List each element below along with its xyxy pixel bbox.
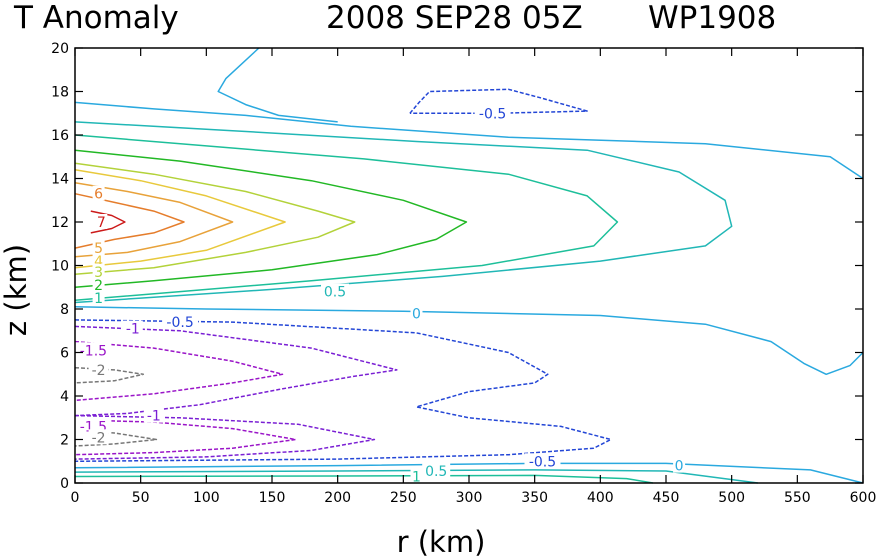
contour-lines — [74, 47, 864, 484]
contour-line-neg1p5-18 — [74, 340, 284, 402]
contour-line-0-10 — [74, 306, 864, 376]
contour-label-background-2 — [92, 240, 105, 256]
y-tick-label-18: 18 — [51, 85, 69, 101]
contour-line-4-3 — [74, 169, 286, 269]
contour-label-background-6 — [92, 290, 105, 306]
contour-label-20: 1 — [412, 470, 421, 486]
contour-line-neg1-16 — [74, 325, 398, 417]
y-tick-label-2: 2 — [60, 433, 69, 449]
contour-line-1-6 — [74, 134, 619, 302]
contour-label-background-1 — [92, 185, 105, 201]
x-tick-label-300: 300 — [456, 490, 483, 506]
contour-line-5-2 — [74, 182, 234, 258]
contour-label-background-11 — [75, 342, 112, 358]
x-tick-label-500: 500 — [718, 490, 745, 506]
x-tick-label-150: 150 — [259, 490, 286, 506]
contour-label-18: 0 — [675, 459, 684, 475]
contour-label-background-9 — [162, 314, 199, 330]
contour-label-16: -2 — [92, 430, 106, 446]
x-axis-ticks: 0 50 100 150 200 250 300 350 400 450 500 550 600 — [71, 48, 877, 506]
contour-line-neg2-20 — [74, 366, 145, 384]
x-tick-label-350: 350 — [521, 490, 548, 506]
x-axis-label: r (km) — [397, 525, 486, 558]
contour-label-11: -1.5 — [80, 343, 107, 359]
contour-label-10: -1 — [126, 322, 140, 338]
y-tick-label-14: 14 — [51, 172, 69, 188]
contour-label-background-19 — [422, 463, 451, 478]
contour-label-4: 3 — [94, 265, 103, 281]
y-axis-label: z (km) — [0, 244, 33, 336]
contour-label-2: 5 — [94, 241, 103, 257]
contour-line-0p5-12 — [74, 469, 758, 484]
x-tick-label-100: 100 — [193, 490, 220, 506]
contour-label-7: 0.5 — [324, 285, 346, 301]
contour-label-background-5 — [92, 277, 105, 293]
contour-line-neg1-17 — [74, 414, 376, 460]
contour-label-background-14 — [143, 407, 164, 423]
y-tick-label-12: 12 — [51, 215, 69, 231]
x-tick-label-400: 400 — [587, 490, 614, 506]
y-tick-label-8: 8 — [60, 302, 69, 318]
contour-line-neg0p5-14 — [409, 88, 588, 115]
chart-storm-id: WP1908 — [648, 0, 776, 36]
x-tick-label-0: 0 — [71, 490, 80, 506]
contour-label-17: -0.5 — [529, 454, 556, 470]
contour-label-5: 2 — [94, 278, 103, 294]
contour-line-3-4 — [74, 162, 356, 275]
contour-line-2-5 — [74, 149, 468, 289]
contour-label-3: 4 — [94, 254, 103, 270]
x-tick-label-250: 250 — [390, 490, 417, 506]
contour-label-background-18 — [673, 457, 686, 473]
y-tick-label-0: 0 — [60, 476, 69, 492]
contour-label-background-10 — [122, 320, 143, 336]
contour-label-background-20 — [410, 468, 423, 484]
x-tick-label-200: 200 — [324, 490, 351, 506]
x-tick-label-50: 50 — [132, 490, 150, 506]
contour-label-14: -1 — [147, 409, 161, 425]
contour-label-9: -0.5 — [166, 315, 193, 331]
contour-label-1: 6 — [94, 187, 103, 203]
contour-label-background-17 — [524, 453, 561, 469]
y-tick-label-6: 6 — [60, 346, 69, 362]
contour-label-background-8 — [410, 305, 423, 321]
contour-label-13: -0.5 — [479, 106, 506, 122]
contour-label-19: 0.5 — [425, 464, 447, 480]
x-tick-label-600: 600 — [850, 490, 877, 506]
y-tick-label-16: 16 — [51, 128, 69, 144]
contour-line-1-13 — [74, 474, 654, 484]
contour-line-0-9 — [217, 47, 338, 123]
contour-label-background-7 — [321, 283, 349, 299]
contour-label-12: -2 — [92, 363, 106, 379]
contour-label-background-4 — [92, 264, 105, 279]
y-tick-label-20: 20 — [51, 41, 69, 57]
y-tick-label-4: 4 — [60, 389, 69, 405]
contour-line-neg0p5-15 — [74, 319, 612, 463]
contour-line-0-11 — [74, 462, 864, 484]
contour-label-background-13 — [474, 105, 511, 121]
contour-label-8: 0 — [412, 306, 421, 322]
contour-label-0: 7 — [97, 215, 106, 231]
contour-line-6-1 — [74, 192, 185, 249]
y-tick-label-10: 10 — [51, 259, 69, 275]
chart-title: T Anomaly — [13, 0, 179, 36]
contour-line-0-8 — [74, 101, 864, 180]
contour-label-background-16 — [88, 429, 109, 445]
contour-label-background-12 — [88, 361, 109, 377]
contour-label-background-0 — [95, 214, 108, 229]
x-tick-label-550: 550 — [784, 490, 811, 506]
contour-label-6: 1 — [94, 291, 103, 307]
chart-datetime: 2008 SEP28 05Z — [326, 0, 583, 36]
contour-line-0p5-7 — [74, 121, 733, 304]
x-tick-label-450: 450 — [653, 490, 680, 506]
